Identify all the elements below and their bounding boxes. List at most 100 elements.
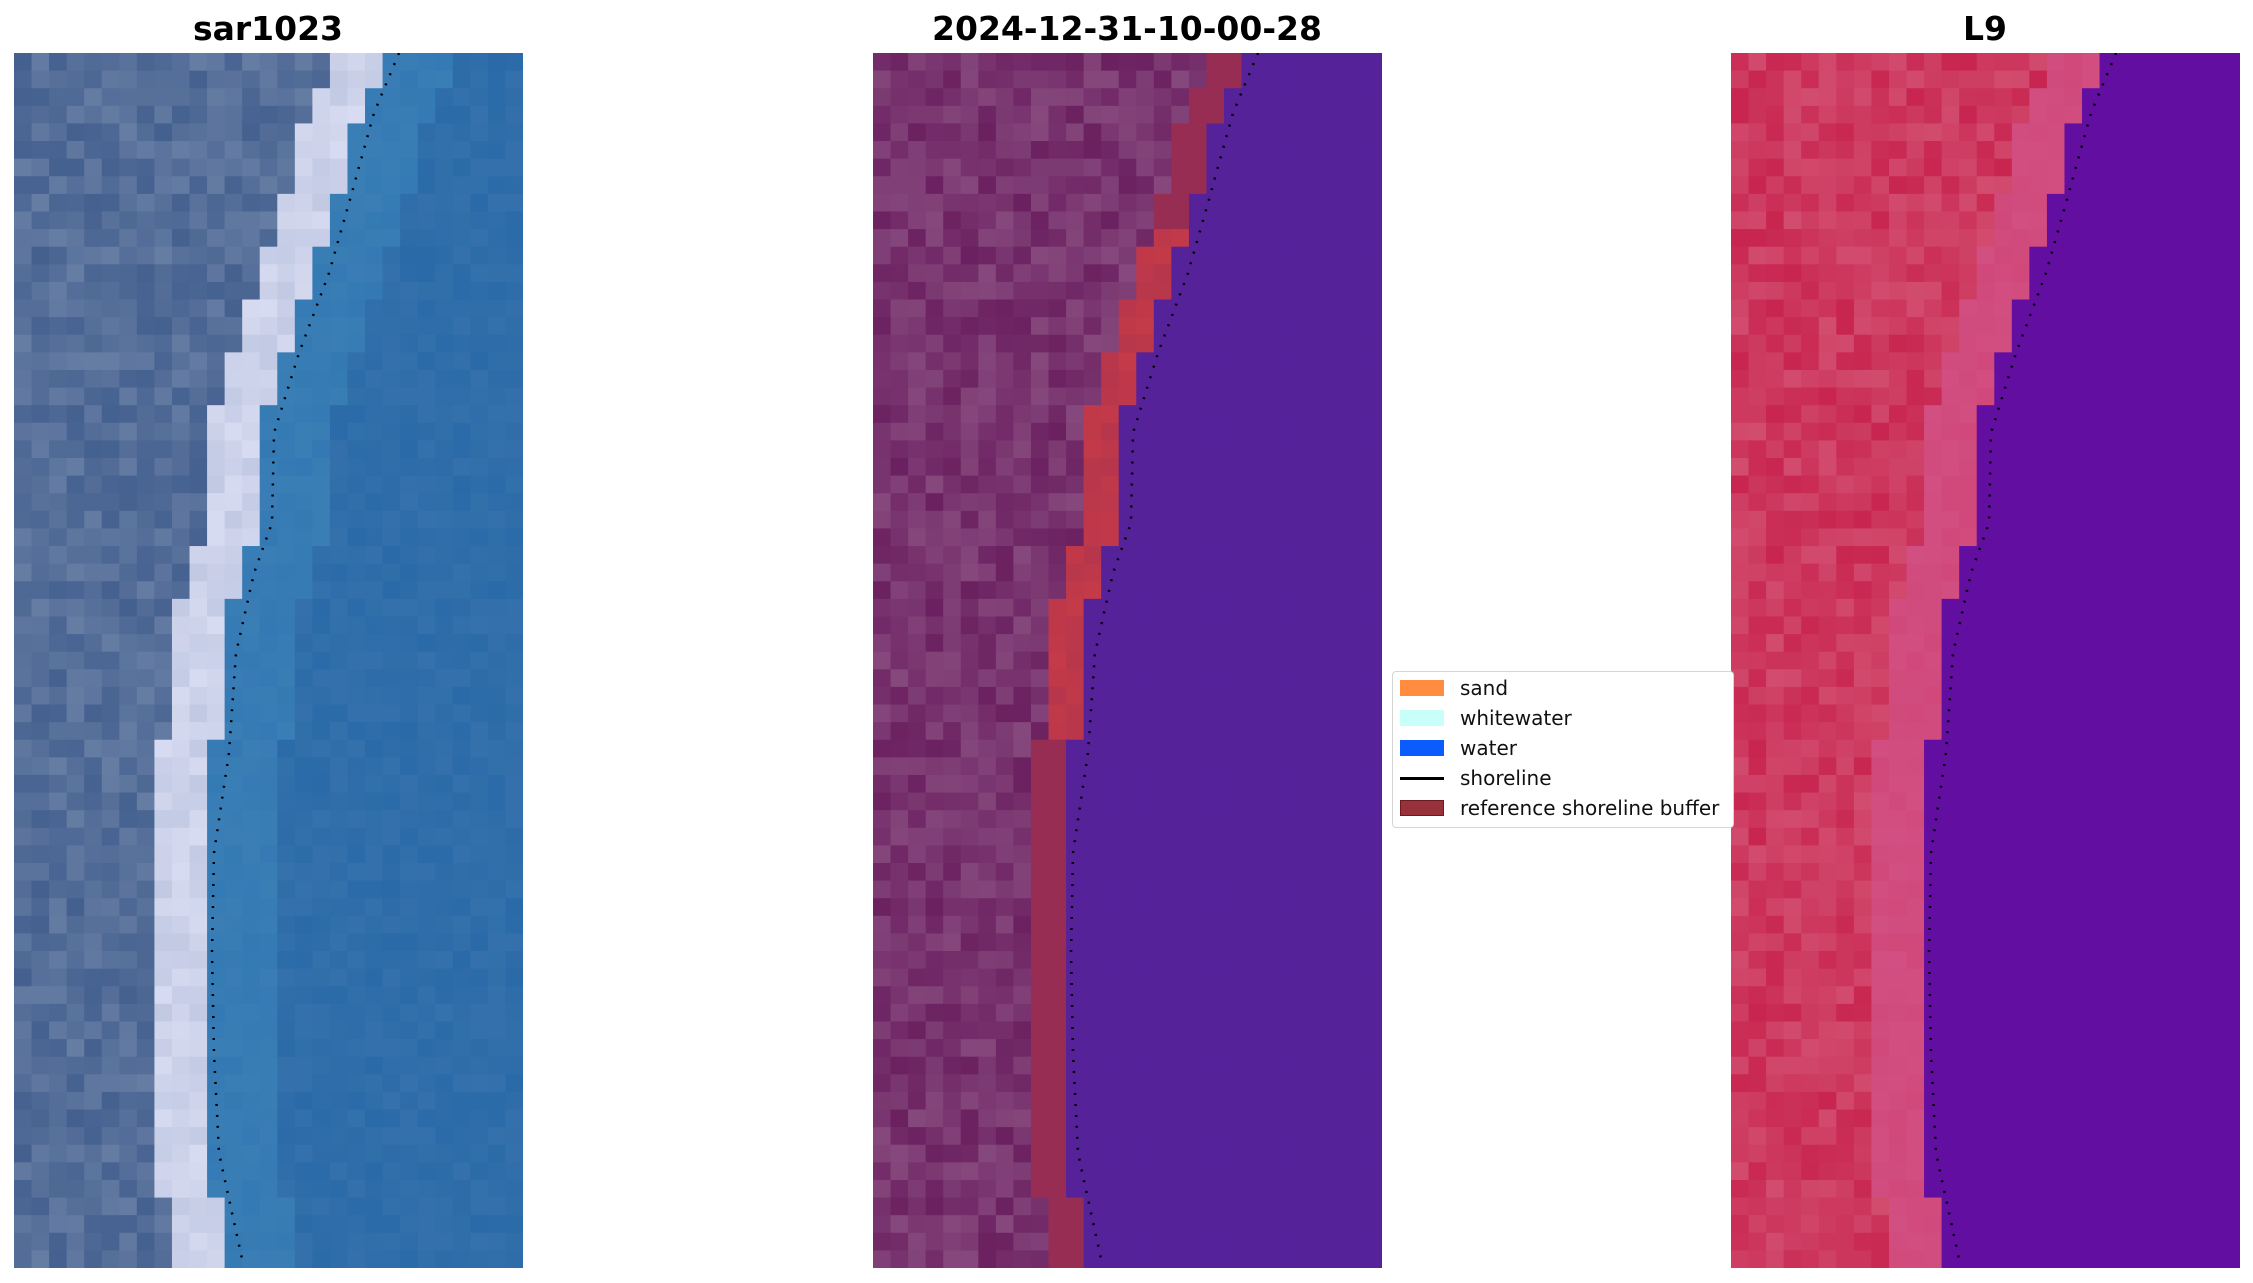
image-pixel <box>1118 1091 1137 1111</box>
image-pixel <box>1224 1179 1243 1199</box>
image-pixel <box>1853 387 1873 406</box>
image-pixel <box>84 422 103 441</box>
image-pixel <box>294 493 313 512</box>
image-pixel <box>1224 616 1243 635</box>
image-pixel <box>2134 317 2153 336</box>
image-pixel <box>908 475 927 494</box>
image-pixel <box>1188 651 1208 670</box>
image-pixel <box>382 933 401 952</box>
image-pixel <box>1959 246 1978 265</box>
image-pixel <box>119 739 138 758</box>
image-pixel <box>890 827 909 846</box>
image-pixel <box>1171 440 1190 459</box>
image-pixel <box>294 1003 313 1023</box>
image-pixel <box>1118 510 1137 530</box>
image-pixel <box>312 792 331 811</box>
image-pixel <box>2134 598 2153 618</box>
image-pixel <box>2064 387 2083 406</box>
image-pixel <box>1329 123 1348 142</box>
image-pixel <box>119 1074 138 1093</box>
image-pixel <box>259 1197 278 1216</box>
image-pixel <box>1748 581 1767 600</box>
image-pixel <box>382 1162 401 1181</box>
image-pixel <box>1066 387 1085 406</box>
image-pixel <box>2099 193 2118 213</box>
image-pixel <box>1153 264 1172 283</box>
image-pixel <box>1013 1127 1032 1146</box>
image-pixel <box>1118 299 1137 318</box>
image-pixel <box>1241 1250 1260 1268</box>
image-pixel <box>1153 581 1172 600</box>
image-pixel <box>1136 211 1155 230</box>
image-pixel <box>1048 951 1067 970</box>
image-pixel <box>1083 369 1102 389</box>
image-pixel <box>242 1144 261 1163</box>
image-pixel <box>1976 581 1995 600</box>
image-pixel <box>1783 123 1802 142</box>
image-pixel <box>452 827 471 846</box>
image-pixel <box>2117 105 2136 125</box>
image-pixel <box>873 616 892 635</box>
image-pixel <box>1766 475 1785 494</box>
image-pixel <box>995 193 1015 213</box>
image-pixel <box>1329 105 1348 125</box>
image-pixel <box>400 722 419 741</box>
image-pixel <box>1959 369 1978 389</box>
image-pixel <box>119 369 138 389</box>
image-pixel <box>2064 141 2083 160</box>
image-pixel <box>1030 1127 1050 1146</box>
image-pixel <box>154 369 173 389</box>
image-pixel <box>1118 1144 1137 1163</box>
image-pixel <box>119 1127 138 1146</box>
image-pixel <box>207 792 226 811</box>
image-pixel <box>995 299 1015 318</box>
image-pixel <box>960 1109 979 1128</box>
image-pixel <box>1346 176 1366 195</box>
image-pixel <box>347 211 366 230</box>
image-pixel <box>242 739 261 758</box>
image-pixel <box>1783 229 1802 248</box>
image-pixel <box>400 88 419 107</box>
image-pixel <box>329 616 349 635</box>
image-pixel <box>435 546 454 565</box>
image-pixel <box>1048 1109 1067 1128</box>
image-pixel <box>943 669 962 688</box>
image-pixel <box>452 70 471 89</box>
image-pixel <box>908 1091 927 1111</box>
image-pixel <box>2222 458 2240 477</box>
image-pixel <box>242 88 261 107</box>
image-pixel <box>1206 1039 1225 1058</box>
image-pixel <box>908 792 927 811</box>
image-pixel <box>1364 211 1382 230</box>
image-pixel <box>259 141 278 160</box>
image-pixel <box>1066 53 1085 72</box>
image-pixel <box>960 1179 979 1199</box>
image-pixel <box>329 880 349 899</box>
image-pixel <box>154 986 173 1005</box>
image-pixel <box>101 845 120 864</box>
image-pixel <box>452 123 471 142</box>
image-pixel <box>1153 757 1172 776</box>
image-pixel <box>1364 493 1382 512</box>
image-pixel <box>1906 634 1925 653</box>
image-pixel <box>1801 105 1820 125</box>
image-pixel <box>154 1127 173 1146</box>
image-pixel <box>452 1144 471 1163</box>
image-pixel <box>1801 334 1820 353</box>
image-pixel <box>1871 88 1890 107</box>
image-pixel <box>224 739 243 758</box>
image-pixel <box>873 915 892 935</box>
image-pixel <box>1136 422 1155 441</box>
image-pixel <box>1013 1162 1032 1181</box>
image-pixel <box>189 951 208 970</box>
image-pixel <box>435 810 454 829</box>
image-pixel <box>171 510 191 530</box>
image-pixel <box>1801 634 1820 653</box>
image-pixel <box>365 1144 384 1163</box>
image-pixel <box>505 1144 523 1163</box>
image-pixel <box>66 898 85 917</box>
image-pixel <box>1346 1003 1366 1023</box>
image-pixel <box>1224 810 1243 829</box>
image-pixel <box>31 1250 50 1268</box>
image-pixel <box>1976 88 1995 107</box>
